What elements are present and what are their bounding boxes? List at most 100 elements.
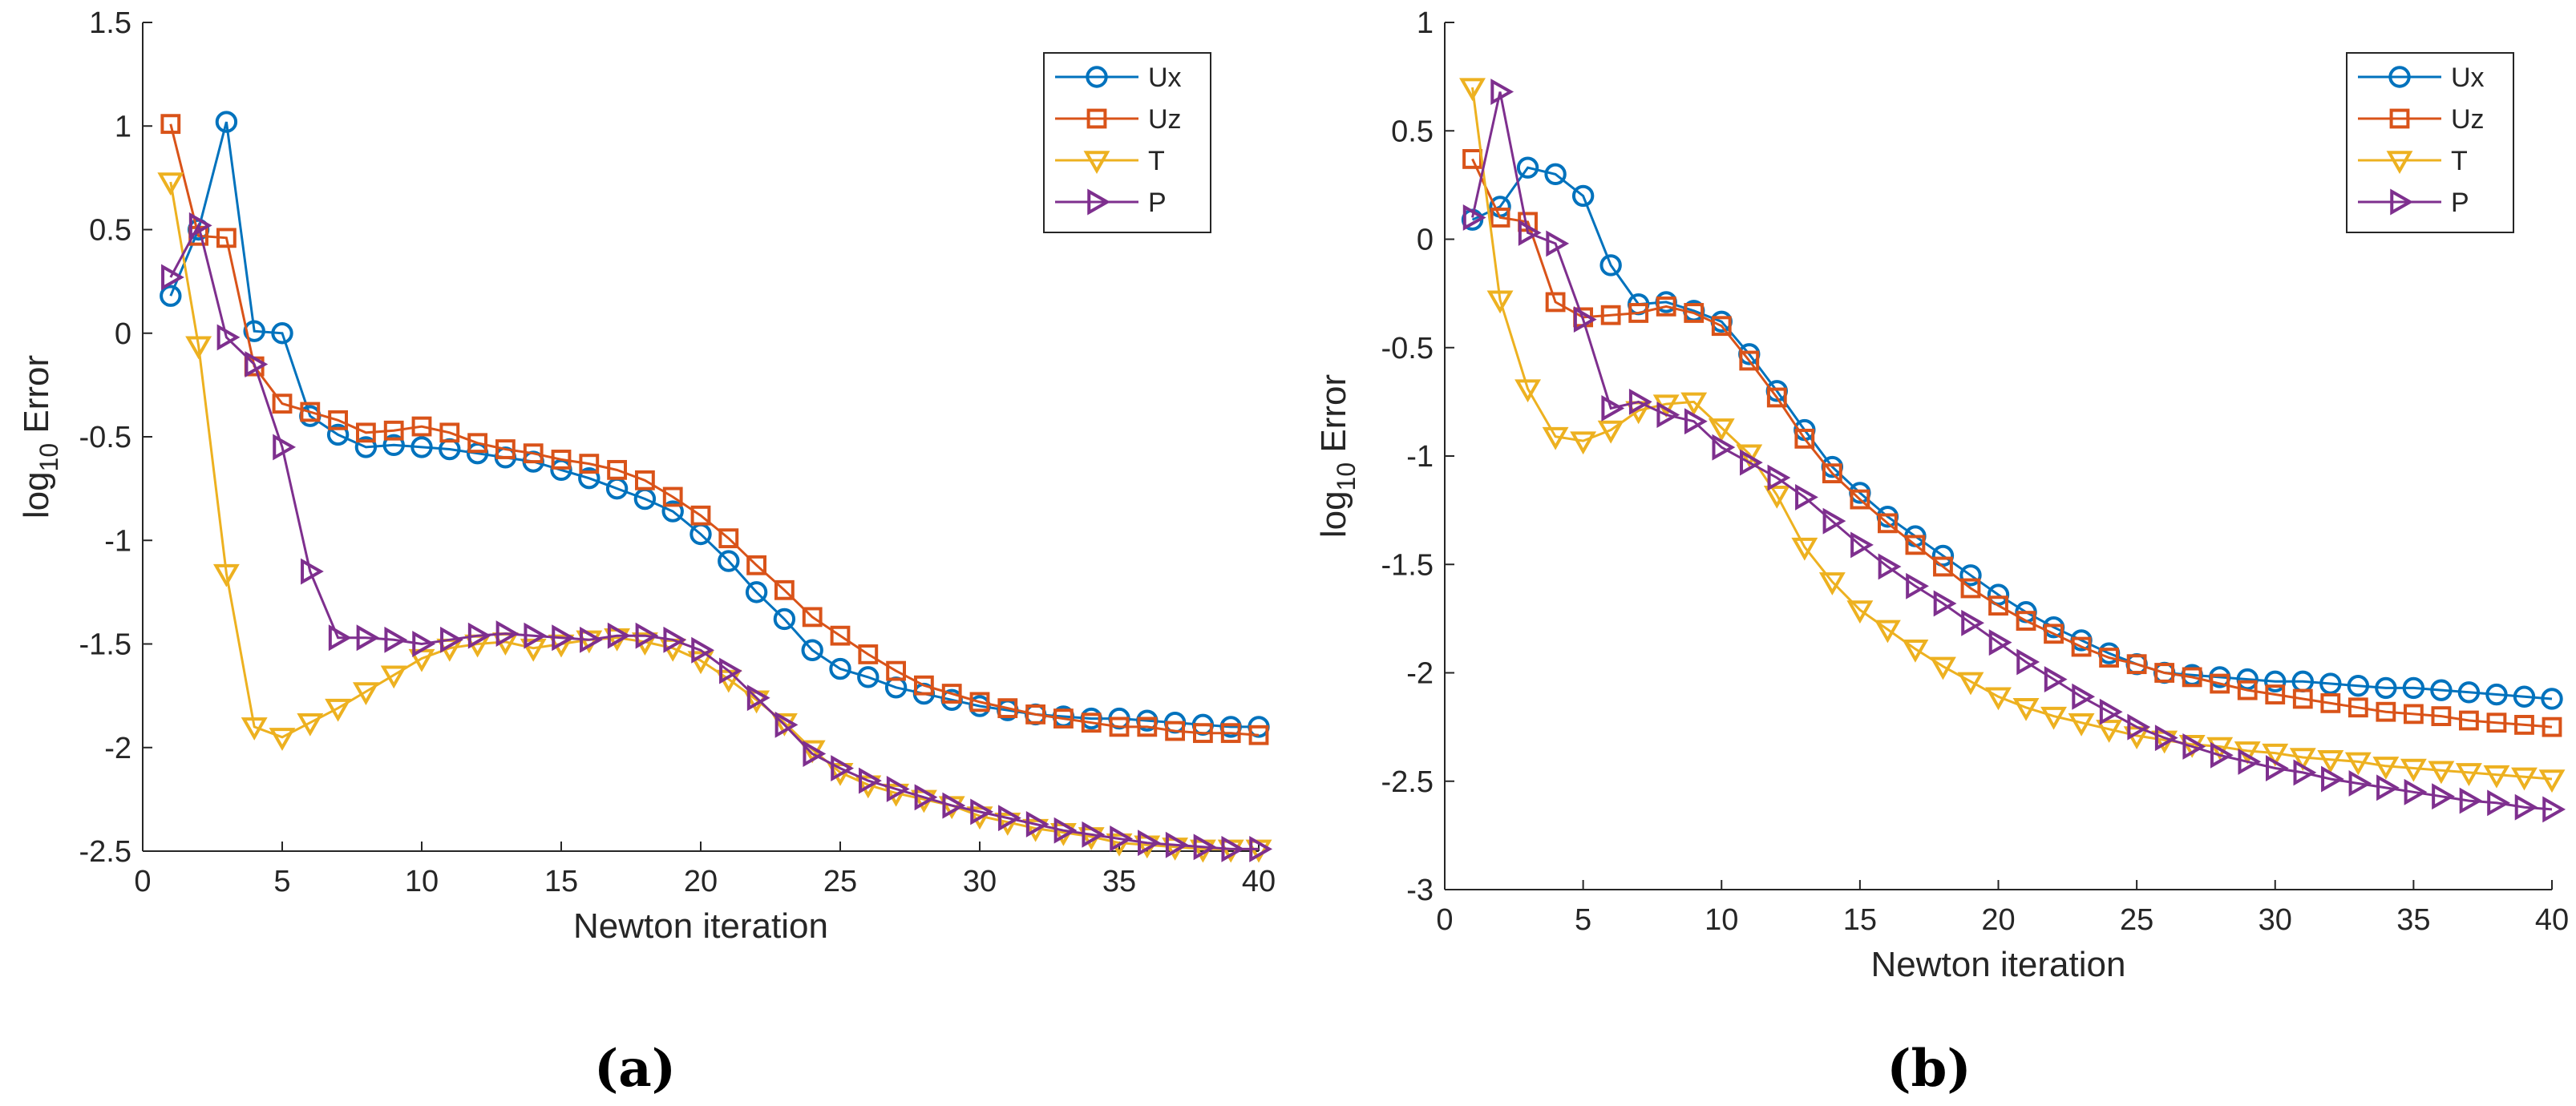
data-point-t [2096,720,2123,743]
data-point-uz [1628,303,1649,323]
data-point-ux [2430,679,2453,701]
data-point-t [1680,392,1708,416]
data-point-uz [2292,688,2313,709]
data-point-uz [2348,697,2368,718]
x-tick-label: 30 [963,865,997,898]
data-point-t [1874,620,1901,644]
x-tick-label: 40 [2535,903,2569,937]
data-point-t [2068,712,2095,737]
y-tick-label: 1 [1417,6,1434,40]
data-point-t [352,682,379,705]
data-point-p [1249,835,1273,862]
data-point-p [607,622,631,649]
data-point-ux [661,500,684,523]
legend-label-uz: Uz [2451,104,2485,135]
data-point-uz [1081,712,1102,733]
data-point-uz [2237,680,2258,700]
data-point-t [2538,769,2566,793]
legend-label-ux: Ux [2451,63,2485,93]
data-point-uz [383,420,404,441]
data-point-ux [773,607,796,631]
data-point-p [1656,402,1680,429]
legend: Ux Uz TP [2346,52,2514,233]
data-point-ux [2541,688,2563,710]
x-tick-label: 35 [1102,865,1136,898]
data-point-p [635,622,659,649]
series-p [161,212,1273,862]
data-point-t [883,783,910,807]
data-point-uz [1933,556,1953,577]
data-point-ux [1599,254,1622,276]
data-point-p [803,741,827,767]
data-point-p [1110,825,1134,852]
y-tick-label: -2.5 [1381,765,1434,799]
data-point-t [2455,763,2482,786]
data-point-p [1546,230,1570,257]
series-line-t [169,181,1259,850]
data-point-uz [774,579,795,600]
data-point-uz [1656,296,1676,317]
data-point-p [552,624,576,652]
data-point-ux [801,639,823,661]
data-point-uz [1025,704,1045,725]
data-point-p [2514,793,2538,821]
legend-marker-t [1083,151,1110,175]
data-point-p [1221,835,1245,862]
data-point-t [1514,379,1542,403]
series-line-ux [1471,166,2553,700]
series-line-ux [169,121,1259,729]
data-point-uz [328,410,349,430]
data-point-t [1985,687,2012,711]
data-point-uz [2376,701,2396,722]
data-point-uz [830,625,851,646]
data-point-uz [2403,704,2424,725]
x-axis-label: Newton iteration [1871,945,2126,984]
data-point-p [1138,830,1161,857]
x-tick-label: 5 [1575,903,1591,937]
data-point-p [2404,778,2428,805]
data-point-uz [746,555,767,575]
y-tick-label: -2 [104,732,131,765]
x-tick-label: 25 [2120,903,2153,937]
data-point-p [859,767,882,794]
data-point-p [719,657,742,684]
data-point-uz [1248,725,1269,745]
x-tick-label: 0 [134,865,151,898]
data-point-ux [160,285,182,307]
data-point-ux [2513,685,2536,708]
data-point-ux [2457,681,2481,704]
series-uz [160,114,1269,745]
data-point-uz [1053,708,1074,729]
data-point-p [2016,648,2040,676]
x-tick-label: 5 [273,865,290,898]
x-tick-label: 10 [1705,903,1738,937]
data-point-ux [1959,564,1982,587]
data-point-uz [1711,316,1732,337]
data-point-t [297,712,324,737]
data-point-p [1933,590,1957,617]
data-point-ux [2264,670,2287,693]
data-point-uz [635,470,655,490]
data-point-ux [243,320,265,342]
legend: Ux Uz TP [1043,52,1211,233]
data-point-uz [1109,716,1130,737]
data-point-t [994,813,1021,836]
data-point-p [1490,79,1514,106]
data-point-t [1106,833,1133,857]
data-point-uz [2210,673,2230,694]
y-tick-label: -0.5 [1381,332,1434,365]
data-point-ux [2375,676,2397,700]
data-point-ux [354,436,378,458]
data-point-p [1740,449,1763,476]
data-point-t [2262,743,2289,767]
data-point-p [1462,204,1486,231]
data-point-uz [411,416,432,437]
data-point-uz [1878,513,1898,534]
data-point-uz [1220,723,1241,744]
data-point-p [524,622,548,649]
data-point-uz [2514,715,2534,735]
data-point-uz [690,505,711,526]
data-point-ux [271,322,293,345]
data-point-p [1628,388,1652,415]
data-point-t [2317,749,2344,773]
